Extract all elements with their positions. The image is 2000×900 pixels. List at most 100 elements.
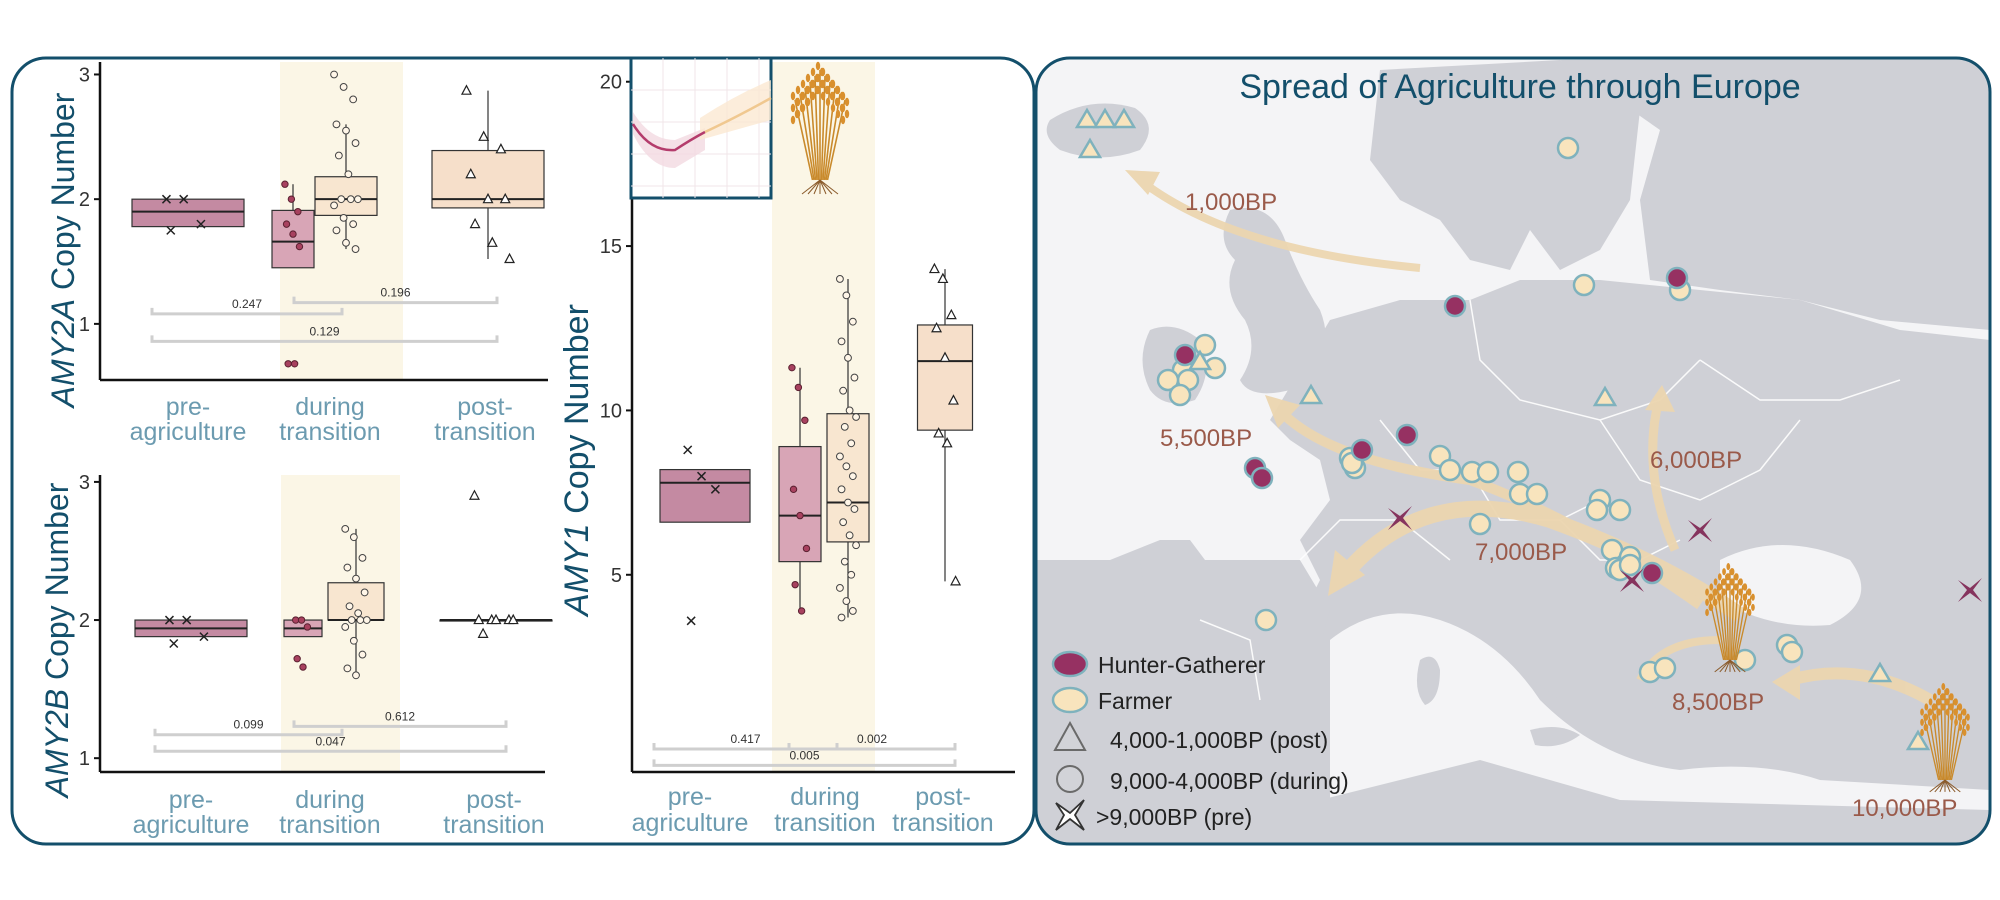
data-point [344,170,353,179]
data-point [928,262,940,274]
category-label: during [295,393,365,421]
comparison-bracket [787,742,957,751]
farmer-site [1193,333,1217,357]
map-markers [1074,107,1982,751]
farmer-site [1438,458,1462,482]
hunter-site [1640,561,1664,585]
data-point [339,213,348,222]
data-point [839,518,848,527]
wheat-grain [1941,703,1946,711]
data-point [347,616,356,624]
wheat-grain [1937,708,1941,716]
post-site [1074,107,1100,129]
pre-site-star [1388,506,1412,530]
data-point [931,321,943,333]
data-point [504,252,516,264]
y-tick-label: 3 [79,64,90,86]
data-point [836,275,844,283]
star-icon [1055,799,1085,831]
category-label: pre- [668,783,712,811]
wheat-grain [840,91,846,101]
category-label: post- [466,786,522,814]
wheat-grain [790,103,796,113]
wheat-grain [1713,598,1718,606]
data-point [848,317,857,326]
wheat-grain [844,97,850,107]
box [916,324,974,431]
data-point [352,574,360,583]
data-point [840,422,849,431]
wheat-grain [1709,593,1714,601]
data-point [295,242,304,251]
data-point [182,615,192,625]
comparison-bracket [150,307,344,316]
data-point [499,192,511,204]
wheat-stalk [1945,695,1950,781]
wheat-grain [1937,698,1941,706]
data-point [349,95,358,104]
data-point [358,553,367,562]
farmer-site [1156,368,1180,392]
p-value-label: 0.099 [233,718,263,732]
data-point [852,541,860,550]
data-point [937,272,949,284]
p-value-label: 0.612 [385,709,415,723]
data-point [346,195,355,204]
farmer-site [1525,482,1549,506]
data-point [697,471,707,481]
data-point [196,219,206,229]
y-tick-label: 2 [79,610,90,632]
wheat-stalk [1946,700,1955,781]
data-point [352,671,360,680]
p-value-label: 0.129 [309,324,339,338]
wheat-grain [1717,583,1722,591]
wheat-grain [825,85,831,95]
wheat-grain [1920,718,1924,726]
wheat-root [1724,659,1731,673]
y-tick-label: 15 [600,236,622,258]
wheat-root [819,179,833,195]
wheat-grain [1726,563,1731,571]
post-site [1111,107,1137,129]
wheat-grain [1937,688,1941,696]
post-site [1592,385,1618,407]
amy2b-chart: 123pre-agricultureduringtransitionpost-t… [79,472,553,839]
category-label: transition [434,418,535,446]
wheat-grain [1958,713,1963,721]
box [131,198,245,228]
data-point [837,485,846,494]
category-label: transition [279,811,380,839]
wheat-grain [820,67,826,77]
wheat-grain [820,79,826,89]
wheat-root [819,179,827,195]
arrow-label-6000bp: 6,000BP [1650,447,1742,474]
wheat-grain [810,91,816,101]
wheat-illustration [790,61,850,195]
data-point [789,485,798,494]
wheat-stalk [1948,705,1959,781]
comparison-bracket [652,759,957,767]
data-point [303,623,312,631]
wheat-grain [1743,593,1748,601]
data-point [796,511,804,520]
data-point [848,607,857,615]
data-point [169,638,179,649]
hunter-site [1350,438,1374,462]
wheat-stalk [1734,590,1748,661]
wheat-grain [1705,608,1709,617]
wheat-grain [1705,588,1709,596]
inset-plot [629,56,773,200]
category-label: agriculture [130,418,247,446]
data-point [164,615,174,625]
amy2a-ylabel: AMY2A Copy Number [45,92,81,409]
wheat-grain [1928,718,1933,726]
wheat-grain [805,73,811,83]
hunter-site [1443,294,1467,318]
wheat-root [813,179,821,195]
data-point [330,201,338,210]
data-point [941,437,953,448]
hunter-site [1250,466,1274,490]
data-point [354,609,363,618]
category-label: transition [774,809,875,837]
